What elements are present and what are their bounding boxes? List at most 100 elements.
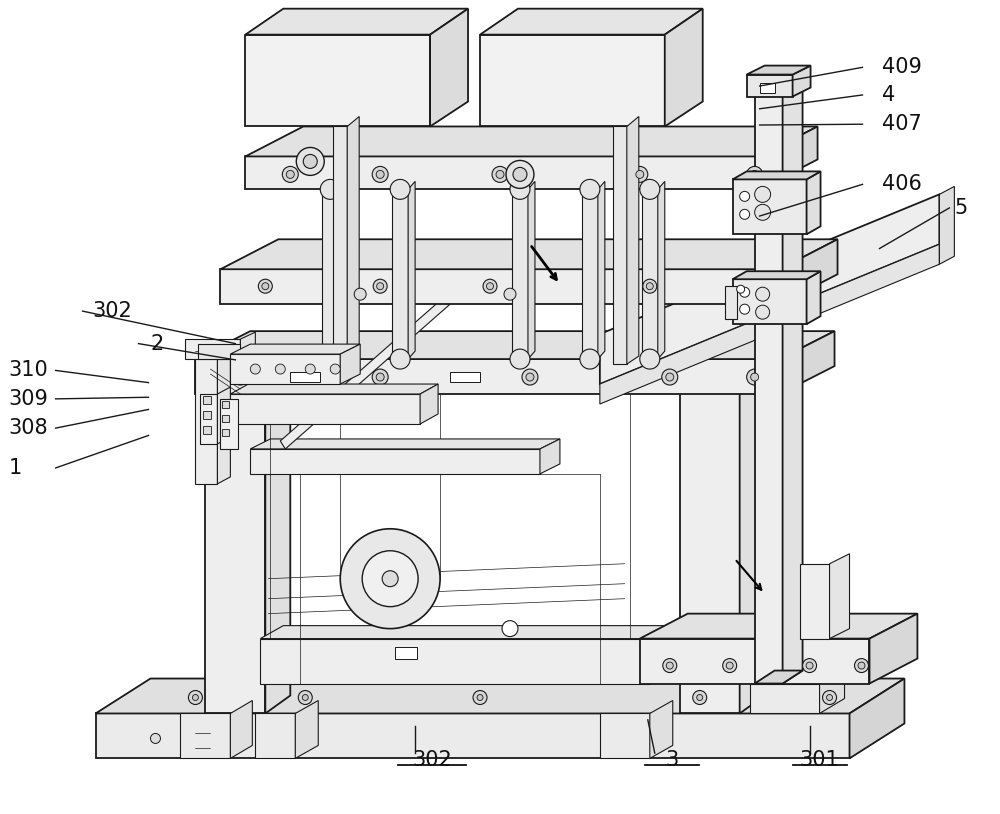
Polygon shape <box>627 116 639 364</box>
Polygon shape <box>322 190 338 359</box>
Polygon shape <box>830 554 850 639</box>
Polygon shape <box>600 195 939 384</box>
Polygon shape <box>230 344 360 354</box>
Polygon shape <box>850 679 904 759</box>
Polygon shape <box>185 339 240 359</box>
Circle shape <box>663 659 677 672</box>
Circle shape <box>751 373 759 381</box>
Bar <box>290 372 320 382</box>
Text: 407: 407 <box>882 114 922 134</box>
Circle shape <box>747 369 763 385</box>
Circle shape <box>492 166 508 182</box>
Polygon shape <box>747 75 793 97</box>
Polygon shape <box>800 564 830 639</box>
Circle shape <box>382 571 398 587</box>
Polygon shape <box>96 679 904 714</box>
Circle shape <box>232 369 248 385</box>
Circle shape <box>740 304 750 314</box>
Circle shape <box>262 282 269 290</box>
Text: 1: 1 <box>9 458 22 478</box>
Polygon shape <box>658 182 665 359</box>
Circle shape <box>258 279 272 293</box>
Polygon shape <box>245 156 760 190</box>
Polygon shape <box>613 126 627 364</box>
Circle shape <box>303 155 317 168</box>
Circle shape <box>483 279 497 293</box>
Polygon shape <box>245 35 430 126</box>
Circle shape <box>643 279 657 293</box>
Bar <box>203 411 211 419</box>
Circle shape <box>473 690 487 704</box>
Circle shape <box>390 179 410 199</box>
Circle shape <box>740 191 750 201</box>
Polygon shape <box>807 271 821 324</box>
Circle shape <box>806 662 813 669</box>
Polygon shape <box>869 614 917 684</box>
Circle shape <box>740 209 750 219</box>
Bar <box>203 426 211 434</box>
Polygon shape <box>260 639 650 684</box>
Polygon shape <box>230 384 438 394</box>
Polygon shape <box>255 714 295 759</box>
Circle shape <box>855 659 868 672</box>
Circle shape <box>354 288 366 300</box>
Polygon shape <box>600 714 650 759</box>
Polygon shape <box>260 626 673 639</box>
Polygon shape <box>347 116 359 364</box>
Circle shape <box>298 690 312 704</box>
Circle shape <box>662 369 678 385</box>
Circle shape <box>504 288 516 300</box>
Circle shape <box>763 279 777 293</box>
Circle shape <box>755 204 771 221</box>
Circle shape <box>373 279 387 293</box>
Circle shape <box>755 186 771 203</box>
Polygon shape <box>650 626 673 684</box>
Polygon shape <box>198 344 240 359</box>
Circle shape <box>236 373 244 381</box>
Polygon shape <box>230 701 252 759</box>
Polygon shape <box>665 9 703 126</box>
Bar <box>760 82 775 93</box>
Circle shape <box>756 305 770 319</box>
Polygon shape <box>230 354 340 384</box>
Polygon shape <box>430 9 468 126</box>
Polygon shape <box>600 244 939 404</box>
Polygon shape <box>680 366 765 384</box>
Text: 302: 302 <box>93 301 132 321</box>
Circle shape <box>376 373 384 381</box>
Circle shape <box>803 659 817 672</box>
Text: 5: 5 <box>954 198 968 218</box>
Circle shape <box>766 282 773 290</box>
Polygon shape <box>755 82 803 94</box>
Circle shape <box>666 662 673 669</box>
Circle shape <box>477 694 483 701</box>
Polygon shape <box>217 387 230 444</box>
Circle shape <box>487 282 494 290</box>
Circle shape <box>377 282 384 290</box>
Polygon shape <box>480 9 703 35</box>
Polygon shape <box>783 82 803 684</box>
Text: 301: 301 <box>800 751 839 771</box>
Circle shape <box>666 373 674 381</box>
Circle shape <box>580 179 600 199</box>
Bar <box>222 401 229 408</box>
Text: 308: 308 <box>9 418 48 438</box>
Polygon shape <box>245 9 468 35</box>
Polygon shape <box>640 614 917 639</box>
Circle shape <box>740 287 750 297</box>
Circle shape <box>496 170 504 178</box>
Polygon shape <box>250 439 560 449</box>
Bar <box>222 415 229 422</box>
Circle shape <box>340 529 440 628</box>
Circle shape <box>756 287 770 301</box>
Circle shape <box>286 170 294 178</box>
Polygon shape <box>96 714 850 759</box>
Circle shape <box>390 349 410 369</box>
Polygon shape <box>230 394 420 424</box>
Polygon shape <box>195 359 780 394</box>
Polygon shape <box>195 354 217 484</box>
Polygon shape <box>408 182 415 359</box>
Polygon shape <box>733 172 821 179</box>
Polygon shape <box>205 366 290 384</box>
Polygon shape <box>220 399 238 449</box>
